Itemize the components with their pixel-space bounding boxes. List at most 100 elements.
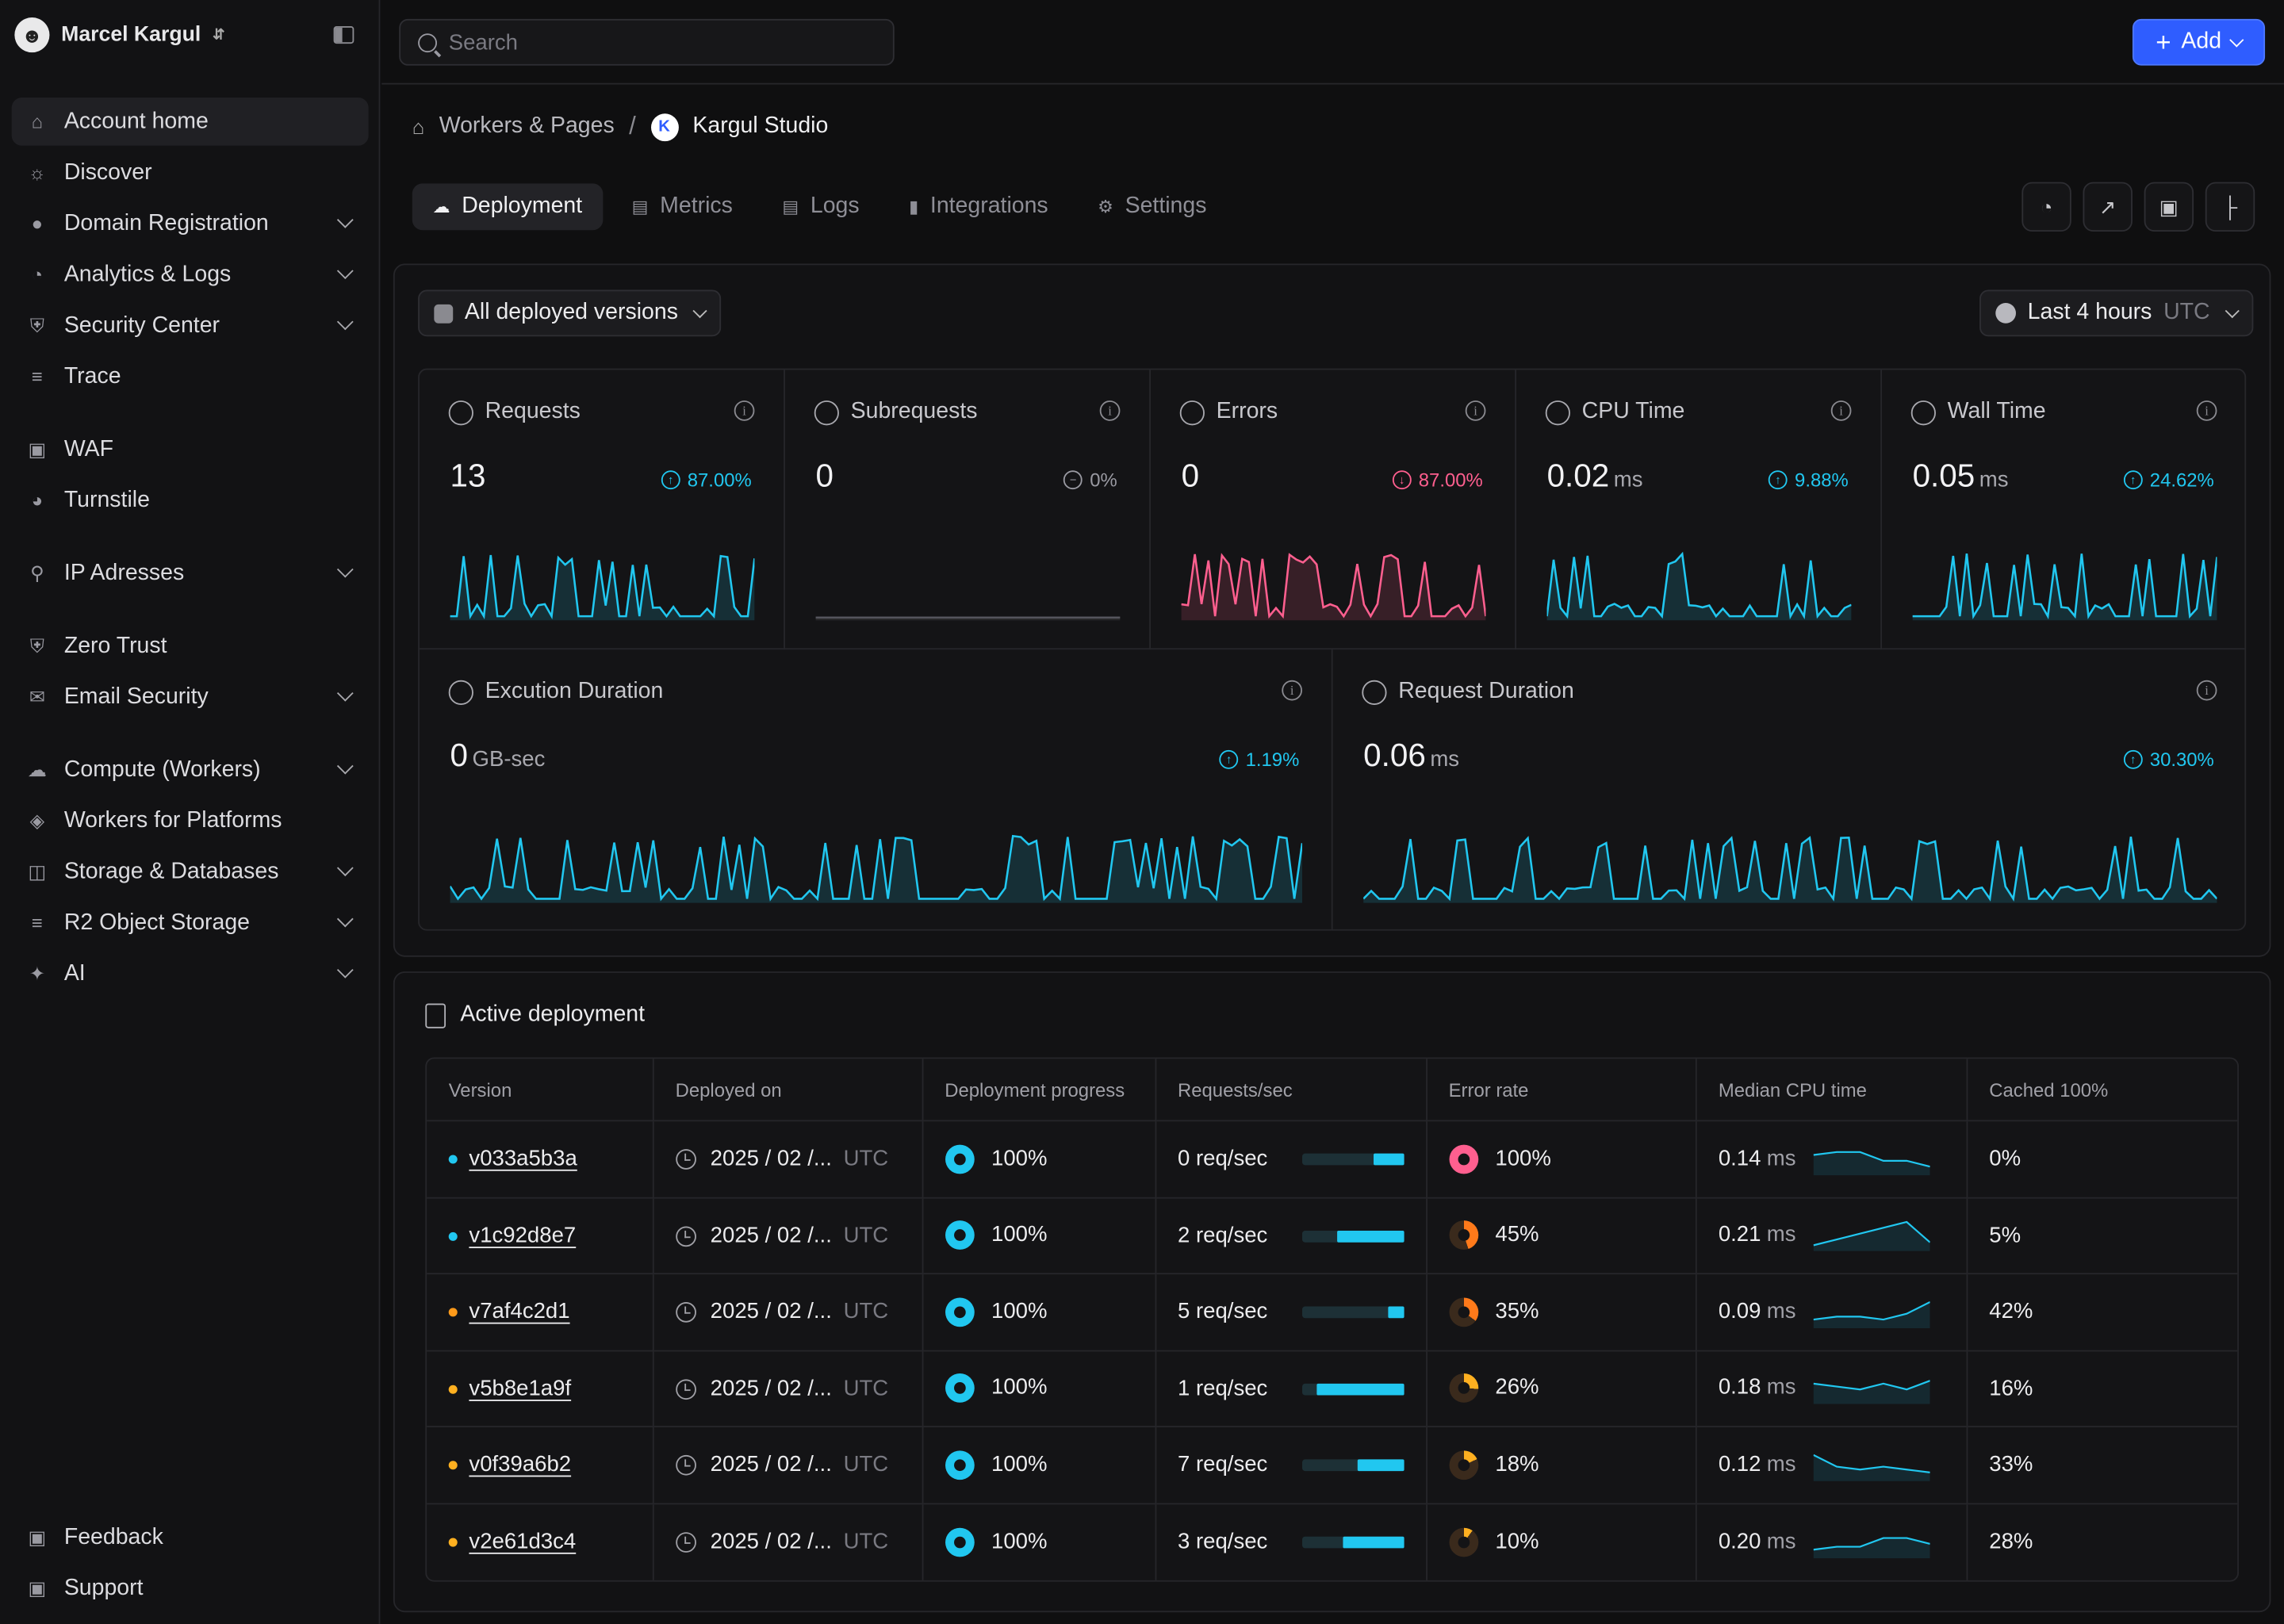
column-header: Error rate	[1427, 1059, 1697, 1122]
sidebar-item-compute-workers[interactable]: ☁ Compute (Workers)	[12, 745, 369, 794]
tab-logs[interactable]: ▤ Logs	[762, 183, 880, 230]
account-switcher[interactable]: ☻ Marcel Kargul ⇵	[14, 17, 224, 53]
error-rate-value: 26%	[1495, 1375, 1539, 1400]
sidebar-item-trace[interactable]: ≡ Trace	[12, 352, 369, 400]
clock-icon	[675, 1532, 696, 1553]
add-button[interactable]: + Add	[2132, 18, 2266, 66]
breadcrumb-parent[interactable]: Workers & Pages	[439, 113, 615, 139]
sidebar-item-label: Workers for Platforms	[63, 807, 282, 833]
tab-settings[interactable]: ⚙ Settings	[1077, 183, 1227, 230]
sidebar-item-zero-trust[interactable]: ⛨ Zero Trust	[12, 622, 369, 670]
version-link[interactable]: v7af4c2d1	[469, 1299, 570, 1325]
error-rate-pie	[1448, 1144, 1478, 1174]
versions-select-value: All deployed versions	[464, 300, 678, 325]
rps-cell: 3 req/sec	[1155, 1503, 1428, 1580]
sidebar-item-domain-registration[interactable]: ● Domain Registration	[12, 200, 369, 248]
tab-deployment[interactable]: ☁ Deployment	[412, 183, 603, 231]
tab-integrations[interactable]: ▮ Integrations	[888, 183, 1068, 230]
search-box[interactable]	[399, 18, 895, 66]
sidebar-toggle-icon[interactable]	[333, 26, 354, 44]
cpu-sparkline	[1813, 1221, 1931, 1252]
book-icon	[425, 1002, 446, 1028]
external-link-icon[interactable]: ↗	[2083, 182, 2133, 232]
sidebar-item-storage-databases[interactable]: ◫ Storage & Databases	[12, 848, 369, 896]
globe-icon[interactable]: ◔	[2021, 182, 2071, 232]
search-input[interactable]	[448, 29, 872, 55]
status-dot	[448, 1385, 458, 1394]
tab-label: Logs	[810, 193, 860, 219]
version-link[interactable]: v1c92d8e7	[469, 1223, 577, 1248]
progress-value: 100%	[991, 1529, 1048, 1554]
metric-title-text: Excution Duration	[485, 678, 664, 704]
version-link[interactable]: v0f39a6b2	[469, 1452, 572, 1477]
info-icon[interactable]: i	[1099, 400, 1121, 421]
versions-select[interactable]: All deployed versions	[418, 289, 722, 337]
sidebar-item-label: WAF	[63, 436, 114, 462]
status-dot	[448, 1461, 458, 1470]
active-deployment-header: Active deployment	[425, 1002, 645, 1028]
column-header: Cached 100%	[1967, 1059, 2238, 1122]
status-dot	[448, 1231, 458, 1241]
metric-delta: ↑ 9.88%	[1768, 469, 1849, 491]
mail-icon: ✉	[29, 685, 45, 707]
version-link[interactable]: v033a5b3a	[469, 1146, 577, 1172]
metric-title: CPU Time	[1545, 399, 1684, 425]
version-cell: v033a5b3a	[427, 1121, 654, 1198]
sparkline-line	[450, 834, 1303, 902]
info-icon[interactable]: i	[1465, 400, 1486, 421]
trace-icon: ≡	[31, 366, 43, 388]
sidebar-item-account-home[interactable]: ⌂ Account home	[11, 98, 369, 146]
cached-value: 33%	[1989, 1452, 2033, 1477]
sidebar-item-workers-platforms[interactable]: ◈ Workers for Platforms	[12, 797, 369, 845]
sidebar-item-discover[interactable]: ☼ Discover	[12, 148, 369, 197]
info-icon[interactable]: i	[2196, 400, 2217, 421]
workers-icon: ☁	[27, 758, 47, 780]
info-icon[interactable]: i	[734, 400, 755, 421]
time-range-select[interactable]: Last 4 hours UTC	[1979, 289, 2254, 337]
sidebar-item-email-security[interactable]: ✉ Email Security	[12, 673, 369, 722]
home-icon: ⌂	[31, 110, 44, 133]
sidebar-item-feedback[interactable]: ▣ Feedback	[12, 1513, 369, 1561]
info-icon[interactable]: i	[2196, 680, 2217, 701]
versions-icon	[434, 303, 454, 323]
progress-cell: 100%	[923, 1503, 1156, 1580]
error-rate-cell: 45%	[1427, 1197, 1697, 1275]
chevron-down-icon	[2229, 32, 2244, 47]
info-icon[interactable]: i	[1830, 400, 1852, 421]
metric-delta: ↑ 87.00%	[661, 469, 752, 491]
version-link[interactable]: v5b8e1a9f	[469, 1376, 572, 1401]
sidebar-item-ai[interactable]: ✦ AI	[12, 950, 369, 998]
rps-bar	[1301, 1459, 1404, 1472]
sidebar-item-r2[interactable]: ≡ R2 Object Storage	[12, 898, 369, 947]
sidebar-item-waf[interactable]: ▣ WAF	[12, 425, 369, 473]
rps-cell: 7 req/sec	[1155, 1427, 1428, 1504]
trend-icon: −	[1063, 470, 1083, 490]
sidebar-item-turnstile[interactable]: ◕ Turnstile	[12, 477, 369, 525]
metric-delta: ↓ 87.00%	[1392, 469, 1483, 491]
error-rate-cell: 35%	[1427, 1274, 1697, 1351]
error-rate-pie	[1448, 1527, 1478, 1557]
deployed-on-cell: 2025 / 02 /... UTC	[653, 1350, 923, 1427]
info-icon[interactable]: i	[1282, 680, 1303, 701]
tab-label: Integrations	[929, 193, 1048, 219]
cpu-sparkline	[1813, 1380, 1930, 1405]
sidebar-item-support[interactable]: ▣ Support	[12, 1565, 369, 1613]
tab-metrics[interactable]: ▤ Metrics	[611, 183, 753, 230]
tab-bar: ☁ Deployment ▤ Metrics ▤ Logs ▮ Integrations…	[412, 183, 1227, 231]
metric-delta-value: 87.00%	[687, 469, 752, 491]
metric-title: Wall Time	[1910, 399, 2046, 425]
sidebar-item-security-center[interactable]: ⛨ Security Center	[12, 301, 369, 350]
code-icon[interactable]: ▣	[2144, 182, 2194, 232]
metric-value: 13	[450, 458, 490, 496]
rps-value: 2 req/sec	[1178, 1223, 1268, 1248]
cpu-sparkline-line	[1813, 1536, 1930, 1550]
table-header-row: Version Deployed on Deployment progress Req…	[427, 1059, 2238, 1122]
sidebar-item-ip-addresses[interactable]: ⚲ IP Adresses	[12, 549, 369, 597]
version-link[interactable]: v2e61d3c4	[469, 1529, 577, 1555]
metric-unit: ms	[1979, 467, 2009, 492]
tree-icon[interactable]: ├	[2205, 182, 2255, 232]
sidebar-item-analytics[interactable]: ◔ Analytics & Logs	[12, 251, 369, 299]
metric-value: 0.06 ms	[1363, 737, 1459, 775]
progress-cell: 100%	[922, 1197, 1156, 1275]
chevron-down-icon	[336, 860, 354, 877]
